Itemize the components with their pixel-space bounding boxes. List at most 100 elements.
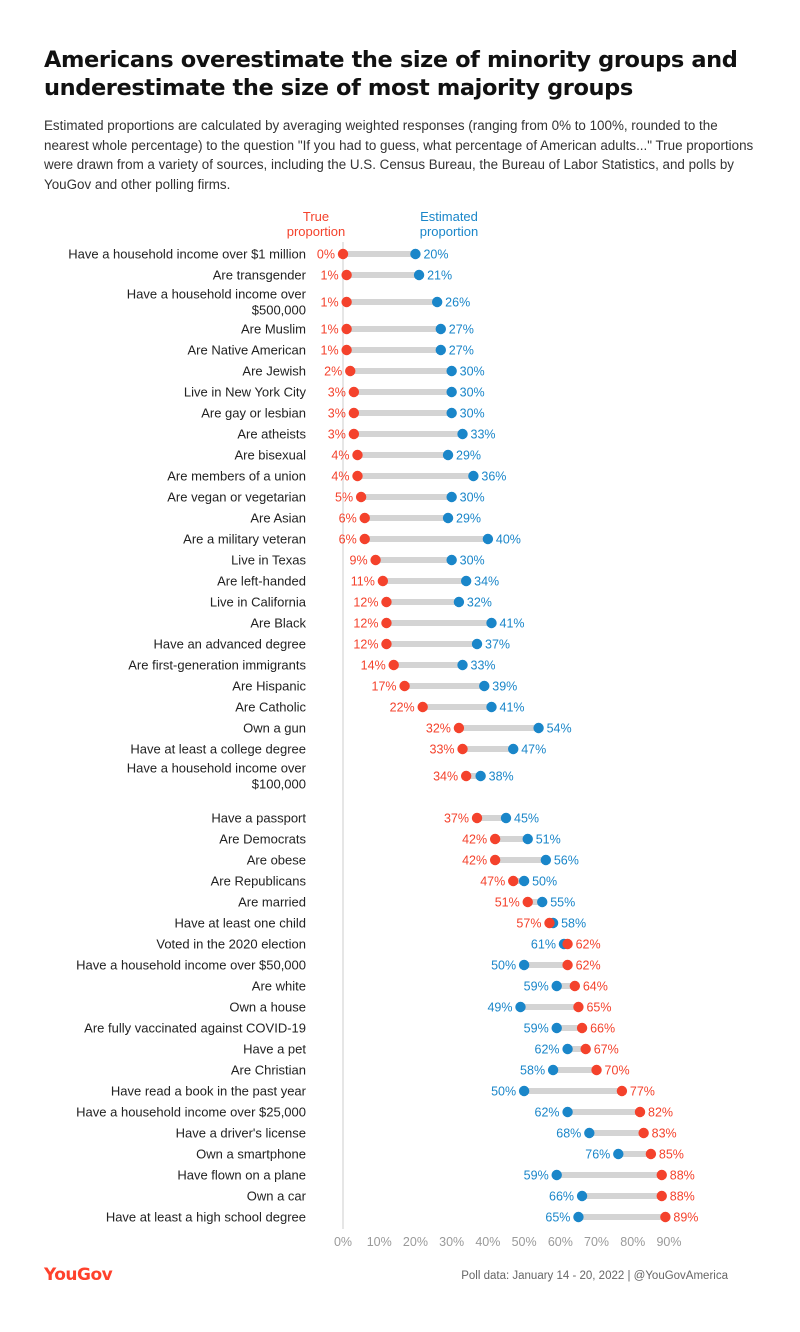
- true-dot: [508, 875, 519, 887]
- true-value-label: 17%: [372, 680, 397, 694]
- x-tick-label: 10%: [367, 1235, 392, 1249]
- estimated-dot: [515, 1001, 526, 1013]
- true-dot: [352, 449, 363, 461]
- true-dot: [569, 980, 581, 992]
- x-tick-label: 30%: [439, 1235, 464, 1249]
- legend-true-label: True: [303, 209, 329, 224]
- estimated-dot: [562, 1043, 573, 1055]
- true-value-label: 9%: [350, 554, 368, 568]
- category-label: Are Black: [250, 616, 306, 631]
- true-value-label: 1%: [321, 269, 339, 283]
- true-value-label: 70%: [605, 1064, 630, 1078]
- true-value-label: 88%: [670, 1190, 695, 1204]
- true-value-label: 14%: [361, 659, 386, 673]
- estimated-value-label: 66%: [549, 1190, 574, 1204]
- estimated-value-label: 30%: [460, 491, 485, 505]
- true-dot: [638, 1127, 649, 1139]
- estimated-dot: [486, 701, 497, 713]
- true-value-label: 83%: [652, 1127, 677, 1141]
- true-dot: [388, 659, 399, 671]
- estimated-dot: [475, 770, 486, 782]
- estimated-value-label: 27%: [449, 323, 474, 337]
- true-dot: [522, 896, 533, 908]
- true-value-label: 3%: [328, 386, 346, 400]
- estimated-value-label: 45%: [514, 812, 539, 826]
- estimated-value-label: 40%: [496, 533, 521, 547]
- true-value-label: 4%: [331, 470, 349, 484]
- category-label: Live in New York City: [184, 385, 307, 400]
- category-label: Are Hispanic: [232, 679, 306, 694]
- category-label: Own a smartphone: [196, 1147, 306, 1162]
- true-dot: [453, 722, 465, 734]
- true-value-label: 22%: [390, 701, 415, 715]
- true-dot: [341, 344, 352, 356]
- estimated-value-label: 30%: [460, 386, 485, 400]
- x-tick-label: 80%: [620, 1235, 645, 1249]
- estimated-dot: [446, 407, 457, 419]
- estimated-value-label: 55%: [550, 896, 575, 910]
- estimated-dot: [482, 533, 494, 545]
- estimated-value-label: 20%: [423, 248, 448, 262]
- estimated-value-label: 58%: [561, 917, 586, 931]
- true-dot: [359, 512, 370, 524]
- estimated-dot: [547, 1064, 559, 1076]
- x-tick-label: 70%: [584, 1235, 609, 1249]
- estimated-value-label: 65%: [545, 1211, 570, 1225]
- category-label: Are left-handed: [217, 574, 306, 589]
- estimated-dot: [457, 428, 468, 440]
- category-label: Live in Texas: [231, 553, 306, 568]
- true-value-label: 32%: [426, 722, 451, 736]
- category-label: Are atheists: [237, 427, 306, 442]
- category-label: $500,000: [252, 303, 306, 318]
- estimated-value-label: 30%: [460, 554, 485, 568]
- estimated-value-label: 47%: [521, 743, 546, 757]
- x-tick-label: 0%: [334, 1235, 352, 1249]
- category-label: Voted in the 2020 election: [156, 937, 306, 952]
- estimated-dot: [486, 617, 497, 629]
- estimated-dot: [446, 491, 457, 503]
- category-label: Are Muslim: [241, 322, 306, 337]
- true-dot: [399, 680, 410, 692]
- estimated-dot: [518, 875, 530, 887]
- estimated-dot: [500, 812, 512, 824]
- true-value-label: 1%: [321, 296, 339, 310]
- category-label: Have a household income over $50,000: [76, 958, 306, 973]
- legend-estimated-label: proportion: [420, 224, 479, 239]
- true-value-label: 65%: [586, 1001, 611, 1015]
- estimated-value-label: 39%: [492, 680, 517, 694]
- estimated-dot: [446, 386, 457, 398]
- true-value-label: 62%: [576, 959, 601, 973]
- true-dot: [381, 617, 392, 629]
- true-value-label: 3%: [328, 407, 346, 421]
- true-dot: [341, 323, 352, 335]
- true-value-label: 34%: [433, 770, 458, 784]
- estimated-value-label: 41%: [500, 617, 525, 631]
- true-dot: [591, 1064, 602, 1076]
- true-dot: [370, 554, 381, 566]
- true-value-label: 88%: [670, 1169, 695, 1183]
- category-label: Have a pet: [243, 1042, 306, 1057]
- estimated-dot: [533, 722, 544, 734]
- estimated-value-label: 26%: [445, 296, 470, 310]
- true-dot: [355, 491, 367, 503]
- true-dot: [337, 248, 349, 260]
- true-dot: [580, 1043, 591, 1055]
- true-dot: [489, 833, 501, 845]
- true-value-label: 62%: [576, 938, 601, 952]
- true-value-label: 89%: [673, 1211, 698, 1225]
- estimated-dot: [540, 854, 552, 866]
- category-label: Are a military veteran: [183, 532, 306, 547]
- true-dot: [352, 470, 363, 482]
- category-label: Are first-generation immigrants: [128, 658, 306, 673]
- true-value-label: 3%: [328, 428, 346, 442]
- true-value-label: 57%: [516, 917, 541, 931]
- true-value-label: 0%: [317, 248, 335, 262]
- true-value-label: 12%: [353, 617, 378, 631]
- estimated-value-label: 30%: [460, 365, 485, 379]
- yougov-logo: YouGov: [44, 1265, 113, 1285]
- category-label: Have read a book in the past year: [111, 1084, 307, 1099]
- estimated-value-label: 50%: [491, 1085, 516, 1099]
- true-dot: [573, 1001, 584, 1013]
- estimated-value-label: 34%: [474, 575, 499, 589]
- estimated-value-label: 54%: [547, 722, 572, 736]
